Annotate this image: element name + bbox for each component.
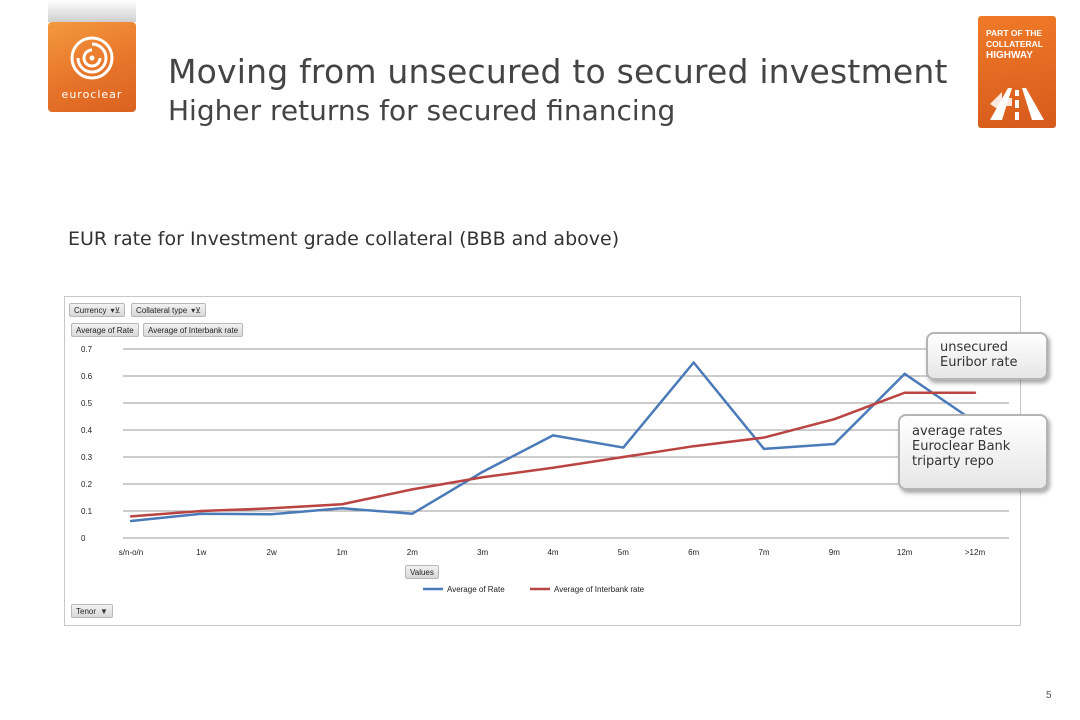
x-tick-label: 9m bbox=[829, 548, 840, 557]
x-tick-label: 1w bbox=[196, 548, 206, 557]
y-tick-label: 0.7 bbox=[81, 345, 93, 354]
x-tick-label: 6m bbox=[688, 548, 699, 557]
badge-line: PART OF THE bbox=[986, 28, 1043, 38]
callout-line: Euroclear Bank bbox=[912, 439, 1011, 454]
badge-line: COLLATERAL bbox=[986, 39, 1043, 49]
page-subtitle: Higher returns for secured financing bbox=[168, 94, 676, 127]
data-point bbox=[903, 391, 906, 394]
highway-icon bbox=[990, 88, 1044, 120]
data-point bbox=[270, 513, 273, 516]
x-tick-label: 12m bbox=[897, 548, 913, 557]
logo-wordmark: euroclear bbox=[61, 88, 123, 101]
line-chart: 0 0.1 0.2 0.3 0.4 0.5 0.6 0.7 s/n-o/n 1w 2w 1m 2m 3m 4… bbox=[81, 345, 1009, 594]
badge-line: HIGHWAY bbox=[986, 50, 1033, 61]
page-number: 5 bbox=[1046, 690, 1052, 701]
legend-label: Average of Interbank rate bbox=[554, 585, 645, 594]
data-point bbox=[481, 470, 484, 474]
values-field-button[interactable]: Values bbox=[405, 565, 439, 579]
callout-line: average rates bbox=[912, 424, 1003, 439]
data-point bbox=[129, 519, 133, 523]
callout-line: triparty repo bbox=[912, 454, 994, 469]
data-point bbox=[692, 445, 695, 448]
y-tick-label: 0.5 bbox=[81, 399, 93, 408]
value-field-label: Average of Interbank rate bbox=[148, 326, 239, 335]
data-point bbox=[340, 507, 344, 510]
series-line bbox=[130, 391, 975, 518]
data-point bbox=[129, 515, 133, 518]
x-tick-label: 4m bbox=[547, 548, 558, 557]
data-point bbox=[833, 418, 836, 421]
data-point bbox=[762, 447, 766, 451]
collateral-highway-badge: PART OF THE COLLATERAL HIGHWAY bbox=[978, 16, 1056, 128]
data-point bbox=[270, 507, 273, 510]
series-line bbox=[130, 361, 976, 523]
data-point bbox=[481, 476, 484, 479]
data-point bbox=[622, 455, 625, 459]
value-field-label: Average of Rate bbox=[76, 326, 134, 335]
data-point bbox=[833, 442, 836, 446]
data-point bbox=[692, 361, 695, 364]
x-tick-label: >12m bbox=[965, 548, 986, 557]
data-point bbox=[622, 446, 625, 449]
euroclear-logo: euroclear bbox=[48, 22, 136, 112]
x-tick-label: 3m bbox=[477, 548, 488, 557]
x-tick-label: 7m bbox=[758, 548, 769, 557]
y-tick-label: 0.1 bbox=[81, 507, 93, 516]
value-field-rate[interactable]: Average of Rate bbox=[71, 323, 139, 337]
x-tick-label: s/n-o/n bbox=[119, 548, 143, 557]
data-point bbox=[411, 512, 414, 515]
data-point bbox=[200, 509, 203, 513]
callout-unsecured: unsecured Euribor rate bbox=[926, 332, 1048, 380]
filter-currency-button[interactable]: Currency ▾⊻ bbox=[69, 303, 126, 317]
x-tick-label: 2m bbox=[407, 548, 418, 557]
value-field-interbank[interactable]: Average of Interbank rate bbox=[143, 323, 244, 337]
spiral-icon bbox=[70, 36, 114, 80]
data-point bbox=[551, 434, 555, 437]
data-point bbox=[411, 488, 414, 491]
callout-secured: average rates Euroclear Bank triparty re… bbox=[898, 414, 1048, 490]
tenor-label: Tenor bbox=[76, 607, 97, 616]
y-tick-label: 0.2 bbox=[81, 480, 93, 489]
y-tick-label: 0.3 bbox=[81, 453, 93, 462]
filter-icon: ▾⊻ bbox=[110, 306, 121, 315]
chart-subtitle: EUR rate for Investment grade collateral… bbox=[68, 228, 620, 250]
page-title: Moving from unsecured to secured investm… bbox=[168, 52, 948, 91]
dropdown-arrow-icon: ▼ bbox=[100, 607, 108, 616]
callout-line: Euribor rate bbox=[940, 355, 1018, 370]
data-point bbox=[903, 372, 906, 376]
y-tick-label: 0 bbox=[81, 534, 86, 543]
callout-line: unsecured bbox=[940, 340, 1008, 355]
filter-icon: ▾⊻ bbox=[191, 306, 202, 315]
data-point bbox=[200, 512, 203, 515]
x-tick-label: 5m bbox=[618, 548, 629, 557]
x-tick-label: 2w bbox=[267, 548, 277, 557]
data-point bbox=[340, 503, 344, 506]
filter-collateral-type-button[interactable]: Collateral type ▾⊻ bbox=[131, 303, 207, 317]
filter-label: Currency bbox=[74, 306, 107, 315]
data-point bbox=[551, 466, 555, 469]
filter-label: Collateral type bbox=[136, 306, 188, 315]
data-point bbox=[762, 436, 766, 439]
y-tick-label: 0.4 bbox=[81, 426, 93, 435]
pivot-chart: Currency ▾⊻ Collateral type ▾⊻ Average of … bbox=[64, 296, 1021, 626]
x-tick-label: 1m bbox=[336, 548, 347, 557]
y-tick-label: 0.6 bbox=[81, 372, 93, 381]
values-label: Values bbox=[410, 568, 434, 577]
data-point bbox=[973, 391, 977, 394]
logo-top-strip bbox=[48, 0, 136, 22]
legend-label: Average of Rate bbox=[447, 585, 505, 594]
tenor-field-button[interactable]: Tenor ▼ bbox=[71, 604, 113, 618]
